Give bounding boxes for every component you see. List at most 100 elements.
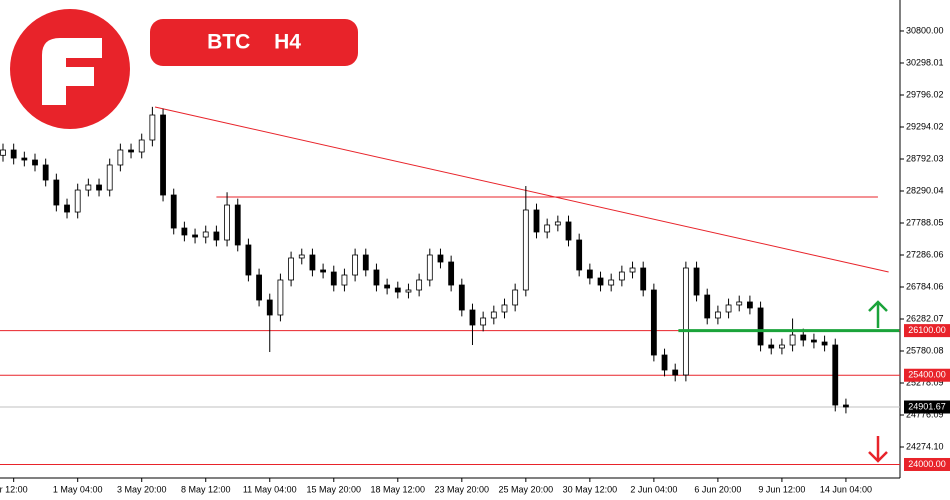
x-tick-label: 14 Jun 04:00 bbox=[820, 484, 872, 494]
x-tick-label: 6 Jun 20:00 bbox=[694, 484, 741, 494]
candle-body bbox=[170, 194, 177, 229]
y-tick-label: 30298.01 bbox=[906, 57, 944, 67]
x-tick-label: 11 May 04:00 bbox=[243, 484, 297, 494]
candle-body bbox=[821, 341, 828, 346]
y-tick-label: 27788.05 bbox=[906, 217, 944, 227]
candle-body bbox=[202, 231, 209, 238]
y-tick-label: 28792.03 bbox=[906, 153, 944, 163]
candle-body bbox=[811, 339, 817, 343]
candle-body bbox=[672, 369, 679, 376]
candle-body bbox=[10, 149, 17, 159]
candle-body bbox=[224, 204, 230, 241]
candle-body bbox=[394, 287, 401, 293]
candle-body bbox=[629, 267, 636, 273]
candle-body bbox=[469, 309, 476, 326]
candle-body bbox=[373, 269, 380, 286]
candle-body bbox=[714, 311, 721, 319]
y-tick-label: 25278.09 bbox=[906, 377, 944, 387]
candle-body bbox=[501, 304, 508, 313]
candle-body bbox=[522, 209, 529, 291]
candle-body bbox=[843, 404, 849, 408]
candle-body bbox=[757, 307, 764, 346]
x-tick-label: 2 Jun 04:00 bbox=[630, 484, 677, 494]
x-tick-label: r 12:00 bbox=[0, 484, 28, 494]
candle-body bbox=[768, 344, 775, 349]
candle-body bbox=[576, 239, 583, 271]
candle-body bbox=[448, 261, 455, 286]
current-price-label: 24901.67 bbox=[908, 401, 946, 411]
candle-body bbox=[426, 254, 433, 281]
arrow-down bbox=[868, 436, 888, 463]
level-label: 24000.00 bbox=[908, 459, 946, 469]
plot bbox=[0, 106, 900, 465]
candle-body bbox=[533, 209, 540, 233]
arrow-up bbox=[868, 300, 888, 328]
candle-body bbox=[245, 244, 252, 276]
candle-body bbox=[480, 317, 487, 326]
level-tag bbox=[904, 457, 950, 471]
candle-body bbox=[256, 274, 262, 301]
candle-body bbox=[832, 344, 839, 406]
candle-body bbox=[704, 294, 711, 319]
candle-body bbox=[682, 267, 689, 376]
x-tick-label: 3 May 20:00 bbox=[117, 484, 167, 494]
candle-body bbox=[458, 284, 465, 311]
candle-body bbox=[693, 267, 700, 296]
y-tick-label: 29294.02 bbox=[906, 121, 944, 131]
candle-body bbox=[650, 289, 657, 356]
y-tick-label: 27286.06 bbox=[906, 249, 944, 259]
candle-body bbox=[309, 254, 316, 271]
x-tick-label: 30 May 12:00 bbox=[563, 484, 618, 494]
candle-body bbox=[96, 184, 102, 191]
candle-body bbox=[725, 304, 732, 313]
candle-body bbox=[128, 149, 134, 153]
candle-body bbox=[117, 149, 124, 166]
x-tick-label: 25 May 20:00 bbox=[499, 484, 554, 494]
y-tick-label: 24274.10 bbox=[906, 441, 944, 451]
candle-body bbox=[138, 139, 145, 153]
candle-body bbox=[789, 334, 796, 346]
level-tag bbox=[904, 324, 950, 338]
y-tick-label: 25780.08 bbox=[906, 345, 944, 355]
y-tick-label: 29796.02 bbox=[906, 89, 944, 99]
y-tick-label: 26784.06 bbox=[906, 281, 944, 291]
candle-body bbox=[53, 179, 60, 206]
level-label: 25400.00 bbox=[908, 370, 946, 380]
candle-body bbox=[736, 301, 743, 306]
candle-body bbox=[608, 279, 615, 286]
candle-body bbox=[64, 204, 70, 213]
candle-body bbox=[330, 271, 337, 286]
candle-body bbox=[586, 269, 593, 279]
candle-body bbox=[32, 159, 38, 166]
y-tick-label: 24776.09 bbox=[906, 409, 944, 419]
candle-body bbox=[779, 344, 785, 349]
candle-body bbox=[384, 284, 391, 289]
chart-title: BTC H4 bbox=[207, 31, 301, 54]
candle-body bbox=[362, 254, 369, 271]
candle-body bbox=[160, 114, 166, 196]
candle-body bbox=[320, 269, 327, 273]
candle-body bbox=[661, 354, 668, 371]
candle-body bbox=[565, 221, 572, 241]
level-tag bbox=[904, 368, 950, 382]
candle-body bbox=[74, 189, 81, 213]
x-tick-label: 9 Jun 12:00 bbox=[758, 484, 805, 494]
candle-body bbox=[21, 157, 28, 161]
candle-body bbox=[298, 254, 305, 259]
current-price-tag bbox=[904, 400, 950, 414]
candle-body bbox=[192, 234, 198, 238]
candle-body bbox=[42, 164, 49, 181]
candle-body bbox=[106, 164, 113, 191]
candle-body bbox=[0, 149, 6, 156]
x-tick-label: 18 May 12:00 bbox=[371, 484, 426, 494]
title-badge bbox=[150, 19, 358, 66]
candle-body bbox=[341, 274, 348, 286]
logo bbox=[10, 9, 130, 129]
candle-body bbox=[618, 271, 625, 281]
candle-body bbox=[416, 279, 423, 291]
candle-body bbox=[544, 224, 551, 233]
candle-body bbox=[266, 299, 273, 316]
candle-body bbox=[747, 301, 753, 309]
candle-body bbox=[149, 114, 156, 141]
